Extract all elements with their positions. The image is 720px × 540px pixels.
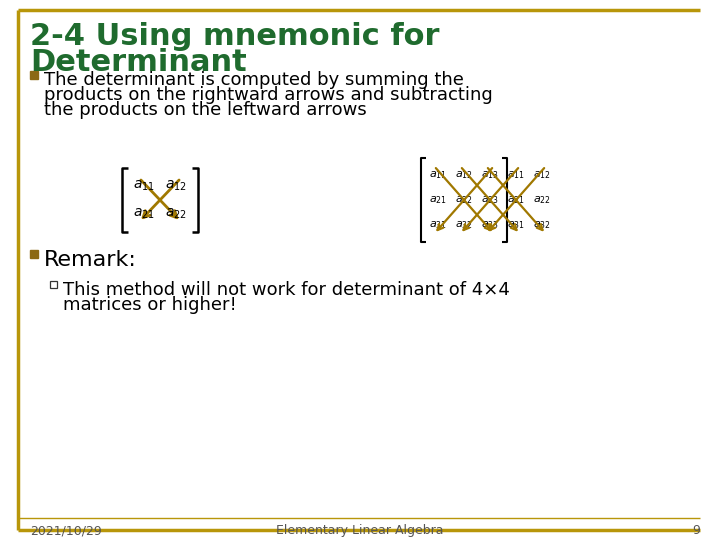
Bar [30,250,38,258]
Text: $a_{22}$: $a_{22}$ [455,194,473,206]
Text: $a_{21}$: $a_{21}$ [507,194,525,206]
Text: $a_{22}$: $a_{22}$ [165,207,187,221]
Text: matrices or higher!: matrices or higher! [63,296,237,314]
Text: This method will not work for determinant of 4×4: This method will not work for determinan… [63,281,510,299]
Bar [50,281,57,288]
Text: Remark:: Remark: [44,250,137,270]
Text: 9: 9 [692,524,700,537]
Text: $a_{32}$: $a_{32}$ [455,219,473,231]
Text: Elementary Linear Algebra: Elementary Linear Algebra [276,524,444,537]
Text: $a_{12}$: $a_{12}$ [455,169,473,181]
Text: the products on the leftward arrows: the products on the leftward arrows [44,101,366,119]
Text: $a_{31}$: $a_{31}$ [429,219,447,231]
Text: $a_{21}$: $a_{21}$ [133,207,155,221]
Text: $a_{12}$: $a_{12}$ [165,179,187,193]
Text: $a_{33}$: $a_{33}$ [481,219,499,231]
Text: $a_{12}$: $a_{12}$ [533,169,551,181]
Text: $a_{21}$: $a_{21}$ [429,194,447,206]
Text: $a_{22}$: $a_{22}$ [533,194,551,206]
Text: $a_{11}$: $a_{11}$ [507,169,525,181]
Text: $a_{32}$: $a_{32}$ [533,219,551,231]
Bar [30,71,38,79]
Text: $a_{11}$: $a_{11}$ [133,179,155,193]
Text: $a_{13}$: $a_{13}$ [481,169,499,181]
Text: $a_{11}$: $a_{11}$ [429,169,447,181]
Text: The determinant is computed by summing the: The determinant is computed by summing t… [44,71,464,89]
Text: $a_{23}$: $a_{23}$ [481,194,499,206]
Text: products on the rightward arrows and subtracting: products on the rightward arrows and sub… [44,86,492,104]
Text: Determinant: Determinant [30,48,247,77]
Text: 2021/10/29: 2021/10/29 [30,524,102,537]
Text: $a_{31}$: $a_{31}$ [507,219,525,231]
Text: 2-4 Using mnemonic for: 2-4 Using mnemonic for [30,22,439,51]
